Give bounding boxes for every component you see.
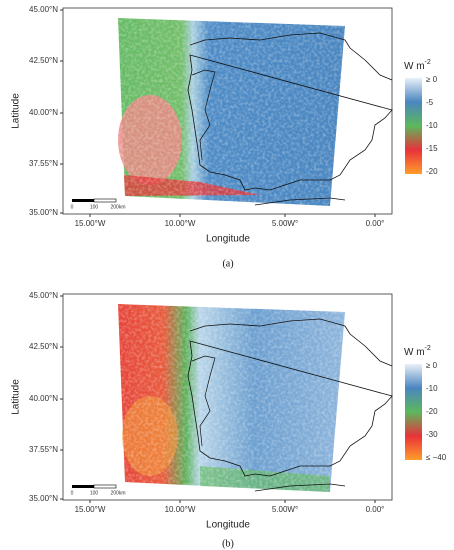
caption: (a) — [222, 258, 233, 269]
legend-label: -20 — [426, 407, 438, 416]
y-axis-title: Latitude — [11, 93, 22, 129]
y-tick-label: 42.50°N — [29, 56, 58, 65]
legend-title-sup: -2 — [425, 59, 431, 66]
coastline — [254, 483, 346, 492]
coastline — [187, 32, 393, 191]
legend-label: -10 — [426, 121, 438, 130]
scale-label: 100 — [90, 490, 99, 496]
x-tick-label: 15.00°W — [75, 505, 106, 514]
scale-label: 100 — [90, 204, 99, 210]
y-tick-label: 42.50°N — [29, 342, 58, 351]
legend-label: -30 — [426, 430, 438, 439]
legend-title-sup: -2 — [425, 345, 431, 352]
y-tick-label: 37.55°N — [29, 445, 58, 454]
legend-title: W m-2 — [404, 59, 431, 72]
y-tick-label: 35.00°N — [29, 494, 58, 503]
legend-title-text: W m — [404, 347, 425, 358]
y-tick-label: 40.00°N — [29, 108, 58, 117]
x-tick-label: 10.00°W — [165, 219, 196, 228]
legend-title-text: W m — [404, 61, 425, 72]
y-tick-label: 45.00°N — [29, 291, 58, 300]
x-tick-label: 10.00°W — [165, 505, 196, 514]
legend-title: W m-2 — [404, 345, 431, 358]
y-tick-label: 35.00°N — [29, 208, 58, 217]
raster-noise — [118, 304, 345, 492]
border — [191, 355, 216, 447]
scale-bar — [72, 199, 94, 202]
x-tick-label: 5.00W° — [272, 219, 298, 228]
coastline — [254, 197, 346, 206]
scale-label: 200km — [110, 204, 125, 210]
legend-label: ≥ 0 — [426, 75, 438, 84]
legend-label: -15 — [426, 144, 438, 153]
x-axis-title: Longitude — [206, 520, 250, 531]
caption: (b) — [222, 538, 234, 549]
coastline — [187, 318, 393, 477]
border — [191, 69, 216, 161]
legend-label: -5 — [426, 98, 434, 107]
color-bar — [405, 364, 422, 460]
scale-bar — [93, 484, 117, 489]
x-tick-label: 5.00W° — [272, 505, 298, 514]
x-tick-label: 0.00° — [366, 219, 385, 228]
legend-label: -20 — [426, 167, 438, 176]
color-bar — [405, 78, 422, 174]
x-axis-title: Longitude — [206, 234, 250, 245]
scale-bar — [72, 485, 94, 488]
legend-label: ≥ 0 — [426, 361, 438, 370]
map-panel: 0 100 200km 45.00°N 42.50°N 40.00°N 37.55°N 35.… — [11, 5, 438, 269]
y-tick-label: 45.00°N — [29, 5, 58, 14]
map-panel: 0 100 200km 45.00°N 42.50°N 40.00°N 37.55°N 35.… — [11, 291, 447, 549]
scale-label: 0 — [71, 490, 74, 496]
y-tick-label: 40.00°N — [29, 394, 58, 403]
raster-noise — [118, 18, 345, 206]
y-axis-title: Latitude — [11, 379, 22, 415]
y-tick-label: 37.55°N — [29, 159, 58, 168]
scale-bar — [93, 198, 117, 203]
legend-label: -10 — [426, 384, 438, 393]
x-tick-label: 15.00°W — [75, 219, 106, 228]
scale-label: 0 — [71, 204, 74, 210]
legend-label: ≤ −40 — [426, 453, 447, 462]
panels: 0 100 200km 45.00°N 42.50°N 40.00°N 37.55°N 35.… — [11, 5, 447, 549]
scale-label: 200km — [110, 490, 125, 496]
x-tick-label: 0.00° — [366, 505, 385, 514]
